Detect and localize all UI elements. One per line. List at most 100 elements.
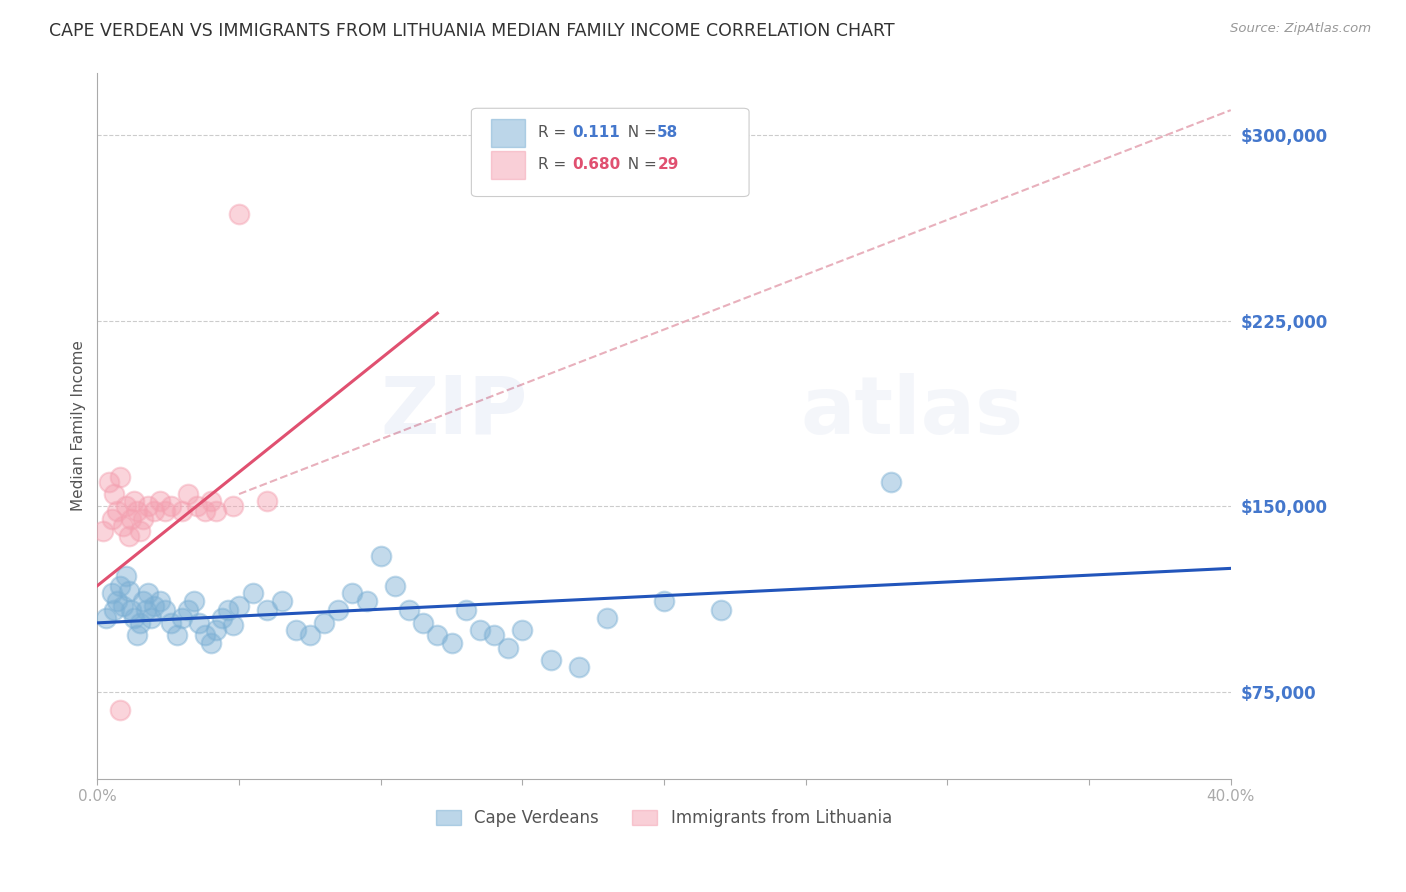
Point [596,611,619,625]
Point [155,504,177,518]
Point [200,494,222,508]
Point [512,624,534,638]
Point [496,640,519,655]
Point [125,628,148,642]
Point [384,579,406,593]
Point [880,475,903,489]
Point [228,207,250,221]
Point [312,615,335,630]
Point [111,599,134,613]
Point [426,628,449,642]
Point [186,500,208,514]
Point [103,603,125,617]
Point [108,469,131,483]
Point [242,586,264,600]
Point [328,603,350,617]
Point [342,586,364,600]
Y-axis label: Median Family Income: Median Family Income [72,341,86,511]
Point [270,593,292,607]
Point [256,494,278,508]
Text: 29: 29 [657,157,679,172]
Point [131,593,153,607]
Point [122,494,145,508]
Point [222,500,245,514]
Text: ZIP: ZIP [381,373,529,450]
Point [149,494,172,508]
Text: Source: ZipAtlas.com: Source: ZipAtlas.com [1230,22,1371,36]
Point [172,504,194,518]
Text: 58: 58 [657,126,679,140]
Point [117,583,139,598]
Point [172,611,194,625]
Point [120,512,142,526]
Point [211,611,233,625]
Point [117,529,139,543]
Point [149,593,172,607]
Legend: Cape Verdeans, Immigrants from Lithuania: Cape Verdeans, Immigrants from Lithuania [429,803,898,834]
Point [412,615,434,630]
Point [143,599,166,613]
FancyBboxPatch shape [491,151,524,179]
Point [468,624,491,638]
Text: R =: R = [538,126,571,140]
Text: R =: R = [538,157,571,172]
Point [440,635,463,649]
Text: N =: N = [617,157,661,172]
Point [482,628,505,642]
Point [125,504,148,518]
Text: 0.111: 0.111 [572,126,620,140]
Point [134,603,156,617]
Point [138,586,160,600]
Point [111,519,134,533]
Point [194,628,217,642]
Point [398,603,420,617]
Point [100,586,122,600]
Point [205,624,228,638]
Point [100,512,122,526]
Point [138,500,160,514]
Point [108,702,131,716]
Point [155,603,177,617]
Point [131,512,153,526]
Text: N =: N = [617,126,661,140]
Point [160,615,183,630]
Point [194,504,217,518]
Point [122,611,145,625]
Text: CAPE VERDEAN VS IMMIGRANTS FROM LITHUANIA MEDIAN FAMILY INCOME CORRELATION CHART: CAPE VERDEAN VS IMMIGRANTS FROM LITHUANI… [49,22,894,40]
Point [143,504,166,518]
Point [177,487,200,501]
Point [284,624,307,638]
Point [356,593,378,607]
Point [217,603,239,617]
Point [91,524,114,539]
Point [188,615,211,630]
Point [105,504,128,518]
Point [177,603,200,617]
Point [205,504,228,518]
Point [108,579,131,593]
Point [256,603,278,617]
Point [141,611,163,625]
Point [454,603,477,617]
Point [97,475,120,489]
Point [200,635,222,649]
Text: 0.680: 0.680 [572,157,620,172]
Point [183,593,205,607]
Point [128,524,150,539]
Point [228,599,250,613]
FancyBboxPatch shape [471,108,749,196]
Point [298,628,321,642]
Point [94,611,117,625]
Point [105,593,128,607]
Point [103,487,125,501]
Point [114,500,136,514]
Text: atlas: atlas [800,373,1024,450]
Point [568,660,591,674]
Point [128,615,150,630]
FancyBboxPatch shape [491,119,524,147]
Point [540,653,562,667]
Point [114,569,136,583]
Point [222,618,245,632]
Point [652,593,675,607]
Point [166,628,188,642]
